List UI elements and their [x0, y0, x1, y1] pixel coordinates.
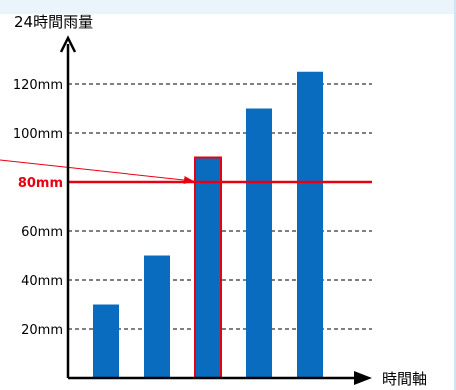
y-axis-arrow-icon [59, 35, 77, 53]
bar [246, 108, 272, 378]
highlight-bar [194, 156, 222, 379]
x-axis-title: 時間軸 [382, 370, 427, 388]
x-axis-arrow-icon [354, 371, 372, 385]
y-tick-label: 20mm [21, 323, 63, 338]
bars [93, 71, 323, 379]
y-tick-label: 60mm [21, 225, 63, 240]
bar [144, 255, 170, 378]
bar [93, 304, 119, 378]
y-tick-label: 100mm [13, 127, 63, 142]
y-tick-label: 120mm [13, 78, 63, 93]
tick-labels: 20mm 40mm 60mm 80mm 100mm 120mm [13, 78, 63, 338]
threshold-annotation [0, 159, 372, 185]
y-tick-label: 40mm [21, 274, 63, 289]
y-tick-label: 80mm [18, 176, 63, 191]
axes [59, 35, 372, 385]
y-axis-title: 24時間雨量 [14, 13, 93, 31]
threshold-pointer-arrow-icon [0, 159, 194, 185]
bar [297, 71, 323, 378]
